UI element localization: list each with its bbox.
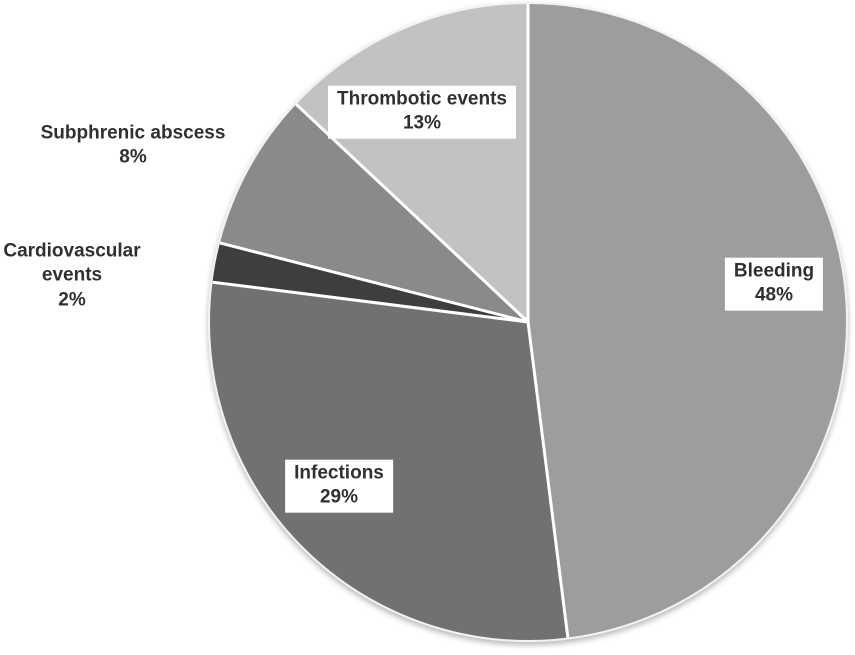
slice-name: Cardiovascular events (3, 240, 141, 286)
slice-separator (210, 280, 529, 324)
label-infections: Infections 29% (285, 459, 393, 513)
slice-percent: 13% (402, 113, 442, 134)
pie-chart (208, 2, 848, 642)
label-bleeding: Bleeding 48% (724, 257, 824, 311)
slice-percent: 29% (319, 487, 359, 508)
slice-name: Subphrenic abscess (40, 122, 226, 144)
slice-separator (526, 4, 530, 322)
slice-percent: 2% (58, 289, 86, 311)
label-thrombotic-events: Thrombotic events 13% (328, 85, 516, 139)
slice-percent: 48% (754, 285, 794, 306)
label-subphrenic-abscess: Subphrenic abscess 8% (41, 122, 226, 171)
slice-name: Thrombotic events (337, 88, 507, 110)
slice-separator (215, 240, 529, 324)
label-cardiovascular-events: Cardiovascular events 2% (0, 240, 157, 313)
slice-separator (526, 321, 570, 640)
slice-percent: 8% (119, 147, 147, 168)
slice-name: Infections (294, 462, 384, 484)
slice-name: Bleeding (733, 260, 815, 282)
